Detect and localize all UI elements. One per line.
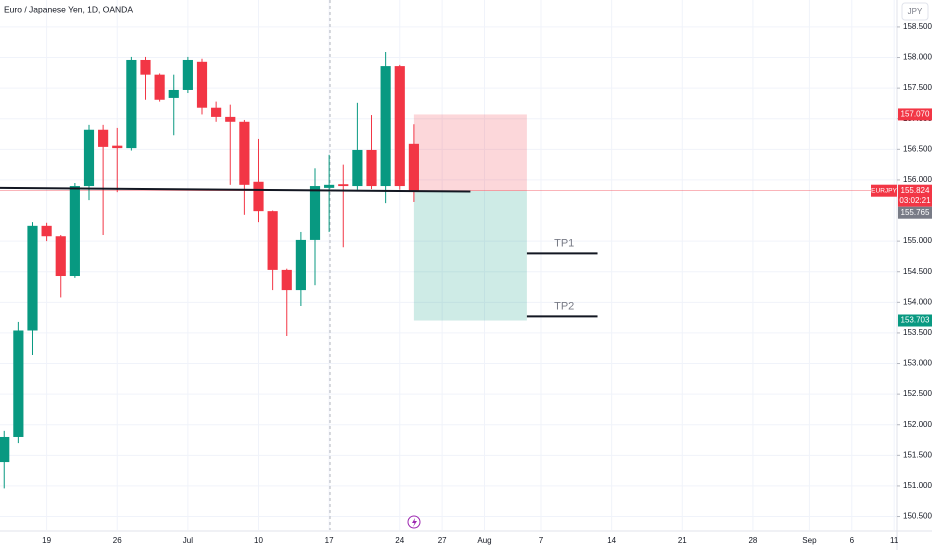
target-label: TP2	[554, 300, 574, 312]
y-tick-label: 150.500	[903, 512, 932, 521]
x-tick-label: 6	[850, 536, 855, 545]
candles	[0, 52, 419, 489]
candle-body	[112, 145, 123, 149]
candle-body	[366, 149, 377, 187]
y-tick-label: 155.000	[903, 236, 932, 245]
x-tick-label: 24	[395, 536, 404, 545]
x-tick-label: 28	[748, 536, 757, 545]
symbol-label: EURJPY	[871, 187, 897, 194]
y-tick-label: 156.500	[903, 144, 932, 153]
events-bolt[interactable]	[412, 518, 417, 527]
trend-line	[0, 186, 471, 193]
price-tag-label: 157.070	[901, 110, 930, 119]
currency[interactable]: JPY	[908, 7, 923, 16]
candle-body	[154, 74, 165, 100]
drawings: TP1 TP2	[0, 186, 598, 318]
x-tick-label: 27	[438, 536, 447, 545]
x-tick-label: Sep	[802, 536, 817, 545]
x-tick-label: 11	[890, 536, 899, 545]
y-tick-label: 151.000	[903, 481, 932, 490]
y-tick-label: 154.500	[903, 267, 932, 276]
candle-body	[13, 330, 24, 437]
y-tick-label: 153.000	[903, 359, 932, 368]
symbol-tag	[871, 184, 897, 197]
candle-body	[324, 184, 335, 188]
currency-box[interactable]	[901, 2, 929, 21]
stop-zone	[413, 114, 527, 191]
price-tag	[898, 108, 932, 121]
y-tick-label: 158.500	[903, 22, 932, 31]
axes: 150.500 151.000 151.500 152.000 152.500 153.0…	[42, 22, 932, 545]
countdown: 03:02:21	[899, 196, 931, 205]
target-zone	[413, 190, 527, 321]
candle-body	[225, 116, 236, 122]
grid	[0, 0, 897, 530]
candle-body	[83, 129, 95, 187]
y-tick-label: 151.500	[903, 450, 932, 459]
y-tick-label: 152.500	[903, 389, 932, 398]
candle-body	[338, 184, 349, 187]
x-tick-label: 7	[539, 536, 544, 545]
x-tick-label: 17	[325, 536, 334, 545]
y-tick-label: 158.000	[903, 53, 932, 62]
target-label: TP1	[554, 237, 574, 249]
candle-body	[196, 61, 208, 108]
candle-body	[380, 66, 391, 187]
chart-title: Euro / Japanese Yen, 1D, OANDA	[4, 4, 133, 14]
candle-body	[182, 59, 193, 90]
x-tick-label: 21	[678, 536, 687, 545]
candle-body	[126, 59, 137, 149]
y-tick-label: 154.000	[903, 297, 932, 306]
x-tick-label: 10	[254, 536, 263, 545]
candle-body	[309, 186, 321, 240]
candle-body	[168, 89, 179, 98]
price-tag-label: 153.703	[901, 316, 930, 325]
x-tick-label: 14	[607, 536, 616, 545]
candle-body	[55, 236, 66, 277]
y-tick-label: 153.500	[903, 328, 932, 337]
price-tag	[898, 206, 932, 219]
x-tick-label: 26	[113, 536, 122, 545]
candle-body	[408, 143, 419, 191]
y-tick-label: 156.000	[903, 175, 932, 184]
candle-body	[69, 186, 80, 277]
candle-body	[267, 211, 278, 270]
candle-body	[211, 107, 222, 117]
price-tag-label: 155.824	[901, 186, 930, 195]
price-tag	[898, 314, 932, 327]
y-tick-label: 152.000	[903, 420, 932, 429]
x-tick-label: Aug	[477, 536, 491, 545]
candle-body	[98, 129, 109, 147]
candle-body	[239, 121, 250, 185]
candle-body	[394, 66, 405, 187]
candle-body	[253, 181, 264, 212]
y-tick-label: 157.500	[903, 83, 932, 92]
candle-body	[295, 239, 306, 291]
price-tag	[898, 184, 932, 207]
candle-body	[0, 436, 10, 463]
x-tick-label: Jul	[183, 536, 193, 545]
x-tick-label: 19	[42, 536, 51, 545]
candle-body	[281, 269, 292, 291]
candle-body	[27, 225, 38, 331]
candle-body	[41, 225, 52, 237]
candle-body	[140, 59, 151, 75]
price-tag-label: 155.765	[901, 208, 930, 217]
candle-body	[352, 149, 363, 187]
